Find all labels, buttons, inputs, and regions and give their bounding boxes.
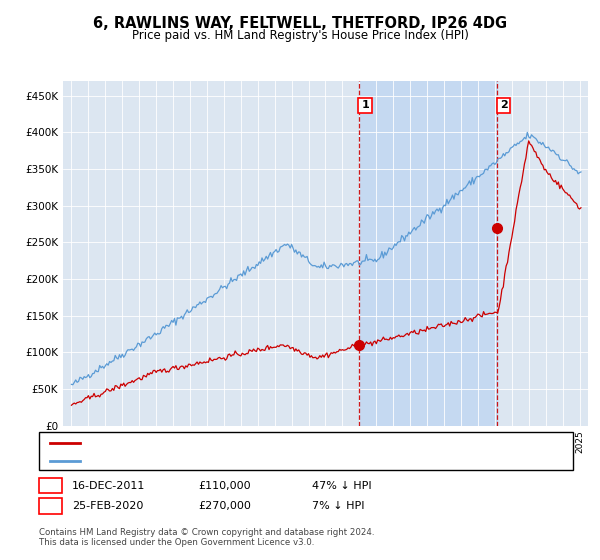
Text: 2: 2 <box>500 100 508 110</box>
Text: 6, RAWLINS WAY, FELTWELL, THETFORD, IP26 4DG: 6, RAWLINS WAY, FELTWELL, THETFORD, IP26… <box>93 16 507 31</box>
Text: £270,000: £270,000 <box>198 501 251 511</box>
Bar <box>359 81 497 426</box>
Text: £110,000: £110,000 <box>198 480 251 491</box>
Text: HPI: Average price, detached house, King's Lynn and West Norfolk: HPI: Average price, detached house, King… <box>84 456 413 466</box>
Text: 1: 1 <box>361 100 369 110</box>
Text: 7% ↓ HPI: 7% ↓ HPI <box>312 501 365 511</box>
Text: 1: 1 <box>47 480 54 491</box>
Text: 47% ↓ HPI: 47% ↓ HPI <box>312 480 371 491</box>
Text: Contains HM Land Registry data © Crown copyright and database right 2024.
This d: Contains HM Land Registry data © Crown c… <box>39 528 374 547</box>
Text: 16-DEC-2011: 16-DEC-2011 <box>72 480 145 491</box>
Text: 2: 2 <box>47 501 54 511</box>
Text: Price paid vs. HM Land Registry's House Price Index (HPI): Price paid vs. HM Land Registry's House … <box>131 29 469 42</box>
Text: 25-FEB-2020: 25-FEB-2020 <box>72 501 143 511</box>
Text: 6, RAWLINS WAY, FELTWELL, THETFORD, IP26 4DG (detached house): 6, RAWLINS WAY, FELTWELL, THETFORD, IP26… <box>84 438 425 448</box>
